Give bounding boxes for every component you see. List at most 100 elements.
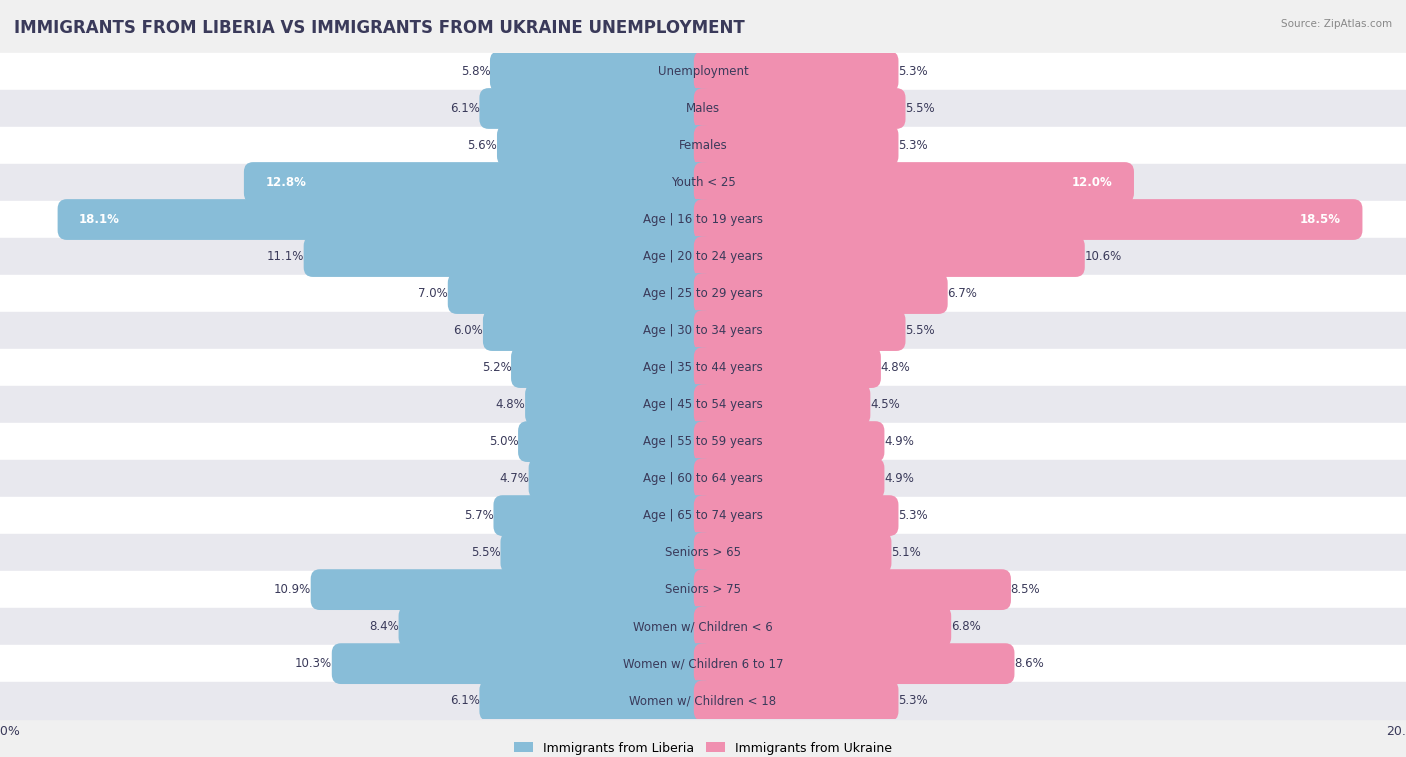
Text: Males: Males	[686, 102, 720, 115]
Text: Age | 35 to 44 years: Age | 35 to 44 years	[643, 361, 763, 374]
Text: 6.0%: 6.0%	[454, 324, 484, 337]
Bar	[0, 349, 1406, 386]
Bar	[0, 534, 1406, 571]
FancyBboxPatch shape	[489, 51, 713, 92]
Bar	[0, 571, 1406, 608]
Text: 12.8%: 12.8%	[266, 176, 307, 189]
FancyBboxPatch shape	[693, 458, 884, 499]
Text: IMMIGRANTS FROM LIBERIA VS IMMIGRANTS FROM UKRAINE UNEMPLOYMENT: IMMIGRANTS FROM LIBERIA VS IMMIGRANTS FR…	[14, 19, 745, 37]
FancyBboxPatch shape	[311, 569, 713, 610]
FancyBboxPatch shape	[693, 606, 952, 647]
Text: 6.1%: 6.1%	[450, 694, 479, 707]
Bar	[0, 127, 1406, 164]
FancyBboxPatch shape	[243, 162, 713, 203]
FancyBboxPatch shape	[510, 347, 713, 388]
FancyBboxPatch shape	[693, 125, 898, 166]
FancyBboxPatch shape	[447, 273, 713, 314]
Bar	[0, 386, 1406, 423]
FancyBboxPatch shape	[693, 421, 884, 462]
Text: 12.0%: 12.0%	[1071, 176, 1112, 189]
Text: 4.5%: 4.5%	[870, 398, 900, 411]
Legend: Immigrants from Liberia, Immigrants from Ukraine: Immigrants from Liberia, Immigrants from…	[509, 737, 897, 757]
Bar	[0, 460, 1406, 497]
Text: 8.4%: 8.4%	[370, 620, 399, 633]
Text: Women w/ Children < 6: Women w/ Children < 6	[633, 620, 773, 633]
Bar	[0, 312, 1406, 349]
Text: 8.6%: 8.6%	[1014, 657, 1043, 670]
Text: 10.6%: 10.6%	[1084, 250, 1122, 263]
Bar	[0, 682, 1406, 719]
Text: Seniors > 65: Seniors > 65	[665, 546, 741, 559]
FancyBboxPatch shape	[693, 385, 870, 425]
Text: 5.0%: 5.0%	[489, 435, 519, 448]
Text: Age | 45 to 54 years: Age | 45 to 54 years	[643, 398, 763, 411]
FancyBboxPatch shape	[496, 125, 713, 166]
Text: Age | 60 to 64 years: Age | 60 to 64 years	[643, 472, 763, 485]
Bar	[0, 90, 1406, 127]
FancyBboxPatch shape	[479, 681, 713, 721]
Text: 5.2%: 5.2%	[482, 361, 512, 374]
Text: 4.8%: 4.8%	[496, 398, 526, 411]
Text: 5.3%: 5.3%	[898, 509, 928, 522]
Text: 5.3%: 5.3%	[898, 139, 928, 152]
Text: Source: ZipAtlas.com: Source: ZipAtlas.com	[1281, 19, 1392, 29]
Text: Women w/ Children < 18: Women w/ Children < 18	[630, 694, 776, 707]
FancyBboxPatch shape	[332, 643, 713, 684]
Text: 5.6%: 5.6%	[468, 139, 498, 152]
Text: Women w/ Children 6 to 17: Women w/ Children 6 to 17	[623, 657, 783, 670]
FancyBboxPatch shape	[693, 199, 1362, 240]
Text: 5.3%: 5.3%	[898, 694, 928, 707]
Text: Age | 25 to 29 years: Age | 25 to 29 years	[643, 287, 763, 300]
FancyBboxPatch shape	[524, 385, 713, 425]
Text: 5.3%: 5.3%	[898, 65, 928, 78]
Bar	[0, 497, 1406, 534]
FancyBboxPatch shape	[517, 421, 713, 462]
Text: 4.9%: 4.9%	[884, 435, 914, 448]
Text: Females: Females	[679, 139, 727, 152]
FancyBboxPatch shape	[58, 199, 713, 240]
Bar	[0, 275, 1406, 312]
FancyBboxPatch shape	[494, 495, 713, 536]
Text: Age | 20 to 24 years: Age | 20 to 24 years	[643, 250, 763, 263]
FancyBboxPatch shape	[693, 643, 1015, 684]
FancyBboxPatch shape	[693, 162, 1135, 203]
FancyBboxPatch shape	[529, 458, 713, 499]
Text: 11.1%: 11.1%	[267, 250, 304, 263]
Text: 4.8%: 4.8%	[880, 361, 910, 374]
Text: Age | 65 to 74 years: Age | 65 to 74 years	[643, 509, 763, 522]
Text: 5.8%: 5.8%	[461, 65, 491, 78]
Text: Unemployment: Unemployment	[658, 65, 748, 78]
FancyBboxPatch shape	[482, 310, 713, 351]
FancyBboxPatch shape	[693, 569, 1011, 610]
Bar	[0, 423, 1406, 460]
Text: 4.9%: 4.9%	[884, 472, 914, 485]
FancyBboxPatch shape	[693, 347, 882, 388]
Text: 5.7%: 5.7%	[464, 509, 494, 522]
Text: 4.7%: 4.7%	[499, 472, 529, 485]
Bar	[0, 238, 1406, 275]
Bar	[0, 53, 1406, 90]
FancyBboxPatch shape	[693, 88, 905, 129]
FancyBboxPatch shape	[693, 273, 948, 314]
Bar	[0, 645, 1406, 682]
Text: 6.1%: 6.1%	[450, 102, 479, 115]
FancyBboxPatch shape	[693, 51, 898, 92]
FancyBboxPatch shape	[398, 606, 713, 647]
Text: Age | 55 to 59 years: Age | 55 to 59 years	[643, 435, 763, 448]
Text: 6.8%: 6.8%	[950, 620, 980, 633]
Text: 5.5%: 5.5%	[905, 324, 935, 337]
Text: 18.5%: 18.5%	[1301, 213, 1341, 226]
Text: 8.5%: 8.5%	[1011, 583, 1040, 596]
Bar	[0, 608, 1406, 645]
FancyBboxPatch shape	[693, 681, 898, 721]
Bar	[0, 201, 1406, 238]
FancyBboxPatch shape	[479, 88, 713, 129]
FancyBboxPatch shape	[693, 532, 891, 573]
Bar	[0, 164, 1406, 201]
Text: 6.7%: 6.7%	[948, 287, 977, 300]
Text: 5.5%: 5.5%	[905, 102, 935, 115]
FancyBboxPatch shape	[501, 532, 713, 573]
Text: 18.1%: 18.1%	[79, 213, 120, 226]
Text: Youth < 25: Youth < 25	[671, 176, 735, 189]
Text: Seniors > 75: Seniors > 75	[665, 583, 741, 596]
